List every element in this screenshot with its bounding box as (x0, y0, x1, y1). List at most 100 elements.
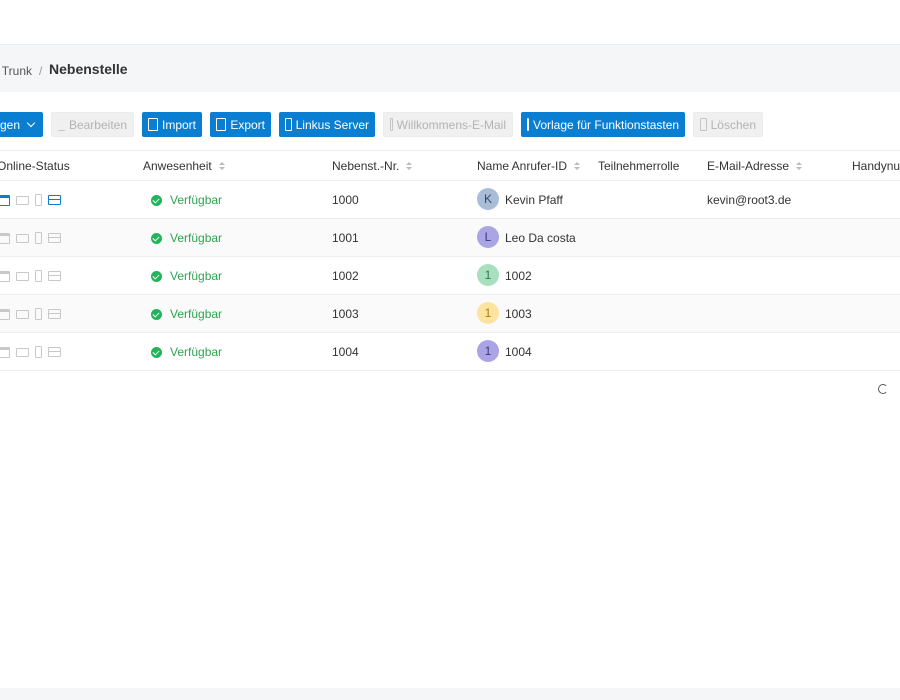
delete-button[interactable]: Löschen (693, 112, 763, 137)
browser-icon (0, 308, 10, 320)
refresh-icon[interactable] (878, 384, 888, 394)
header-online-status-label: Online-Status (0, 159, 70, 173)
server-icon (285, 118, 292, 131)
header-online-status: Online-Status (0, 159, 70, 173)
extension-number: 1001 (332, 231, 359, 245)
card-icon (48, 309, 61, 319)
header-role: Teilnehmerrolle (598, 159, 679, 173)
online-status-icons (0, 231, 61, 245)
caller-id-name: 1004 (505, 345, 532, 359)
import-icon (148, 118, 158, 131)
check-circle-icon (151, 232, 162, 244)
browser-icon (0, 270, 10, 282)
mobile-icon (35, 232, 42, 244)
caller-id-name: 1003 (505, 307, 532, 321)
function-key-template-label: Vorlage für Funktionstasten (533, 117, 680, 132)
avatar: K (477, 188, 499, 210)
caller-id-name: 1002 (505, 269, 532, 283)
header-role-label: Teilnehmerrolle (598, 159, 680, 173)
browser-icon (0, 232, 10, 244)
breadcrumb-previous[interactable]: d Trunk (0, 64, 33, 78)
edit-button-label: Bearbeiten (68, 117, 127, 132)
caller-id-name: Leo Da costa (505, 231, 576, 245)
pencil-icon (58, 118, 65, 131)
presence-label: Verfügbar (170, 231, 223, 245)
table-row[interactable]: Verfügbar 1003 1 1003 (0, 295, 900, 333)
table-row[interactable]: Verfügbar 1002 1 1002 (0, 257, 900, 295)
caller-id-name: Kevin Pfaff (505, 193, 563, 207)
browser-icon (0, 194, 10, 206)
sort-icon[interactable] (218, 162, 225, 170)
table-row[interactable]: Verfügbar 1000 K Kevin Pfaff kevin@root3… (0, 181, 900, 219)
mail-icon (390, 118, 393, 131)
extension-number: 1002 (332, 269, 359, 283)
check-circle-icon (151, 346, 162, 358)
avatar: 1 (477, 340, 499, 362)
export-button[interactable]: Export (210, 112, 271, 137)
sort-icon[interactable] (796, 162, 803, 170)
header-email[interactable]: E-Mail-Adresse (707, 159, 803, 173)
extensions-table: Online-Status Anwesenheit Nebenst.-Nr. N… (0, 150, 900, 371)
presence-status: Verfügbar (151, 231, 222, 245)
presence-status: Verfügbar (151, 269, 222, 283)
top-bar (0, 0, 900, 44)
avatar: 1 (477, 302, 499, 324)
add-button[interactable]: gen (0, 112, 43, 137)
online-status-icons (0, 345, 61, 359)
header-extension[interactable]: Nebenst.-Nr. (332, 159, 413, 173)
welcome-email-button[interactable]: Willkommens-E-Mail (383, 112, 513, 137)
mobile-icon (35, 194, 42, 206)
export-button-label: Export (230, 117, 265, 132)
welcome-email-label: Willkommens-E-Mail (396, 117, 506, 132)
check-circle-icon (151, 194, 162, 206)
presence-status: Verfügbar (151, 193, 222, 207)
table-row[interactable]: Verfügbar 1001 L Leo Da costa (0, 219, 900, 257)
sort-icon[interactable] (406, 162, 413, 170)
table-header: Online-Status Anwesenheit Nebenst.-Nr. N… (0, 150, 900, 181)
header-mobile: Handynur (852, 159, 900, 173)
mobile-icon (35, 308, 42, 320)
export-icon (216, 118, 227, 131)
online-status-icons (0, 193, 61, 207)
card-icon (48, 271, 61, 281)
mobile-icon (35, 270, 42, 282)
check-circle-icon (151, 308, 162, 320)
template-icon (527, 118, 529, 131)
add-button-label: gen (0, 117, 21, 132)
presence-label: Verfügbar (170, 345, 223, 359)
edit-button[interactable]: Bearbeiten (51, 112, 134, 137)
card-icon (48, 195, 61, 205)
breadcrumb: d Trunk / Nebenstelle (0, 44, 900, 92)
delete-button-label: Löschen (710, 117, 756, 132)
table-row[interactable]: Verfügbar 1004 1 1004 (0, 333, 900, 371)
desktop-icon (16, 271, 29, 281)
desktop-icon (16, 195, 29, 205)
header-mobile-label: Handynur (852, 159, 900, 173)
sort-icon[interactable] (574, 162, 581, 170)
linkus-server-button[interactable]: Linkus Server (279, 112, 375, 137)
presence-status: Verfügbar (151, 307, 222, 321)
presence-label: Verfügbar (170, 193, 223, 207)
avatar: L (477, 226, 499, 248)
online-status-icons (0, 269, 61, 283)
check-circle-icon (151, 270, 162, 282)
header-extension-label: Nebenst.-Nr. (332, 159, 400, 173)
desktop-icon (16, 233, 29, 243)
function-key-template-button[interactable]: Vorlage für Funktionstasten (521, 112, 685, 137)
breadcrumb-separator: / (39, 64, 43, 78)
extension-number: 1000 (332, 193, 359, 207)
online-status-icons (0, 307, 61, 321)
header-presence[interactable]: Anwesenheit (143, 159, 225, 173)
email-address: kevin@root3.de (707, 193, 792, 207)
desktop-icon (16, 347, 29, 357)
header-email-label: E-Mail-Adresse (707, 159, 790, 173)
footer-bar (0, 688, 900, 700)
header-caller-id[interactable]: Name Anrufer-ID (477, 159, 581, 173)
page-title: Nebenstelle (49, 61, 128, 77)
table-body: Verfügbar 1000 K Kevin Pfaff kevin@root3… (0, 181, 900, 371)
import-button[interactable]: Import (142, 112, 202, 137)
card-icon (48, 233, 61, 243)
trash-icon (700, 118, 707, 131)
presence-label: Verfügbar (170, 307, 223, 321)
mobile-icon (35, 346, 42, 358)
